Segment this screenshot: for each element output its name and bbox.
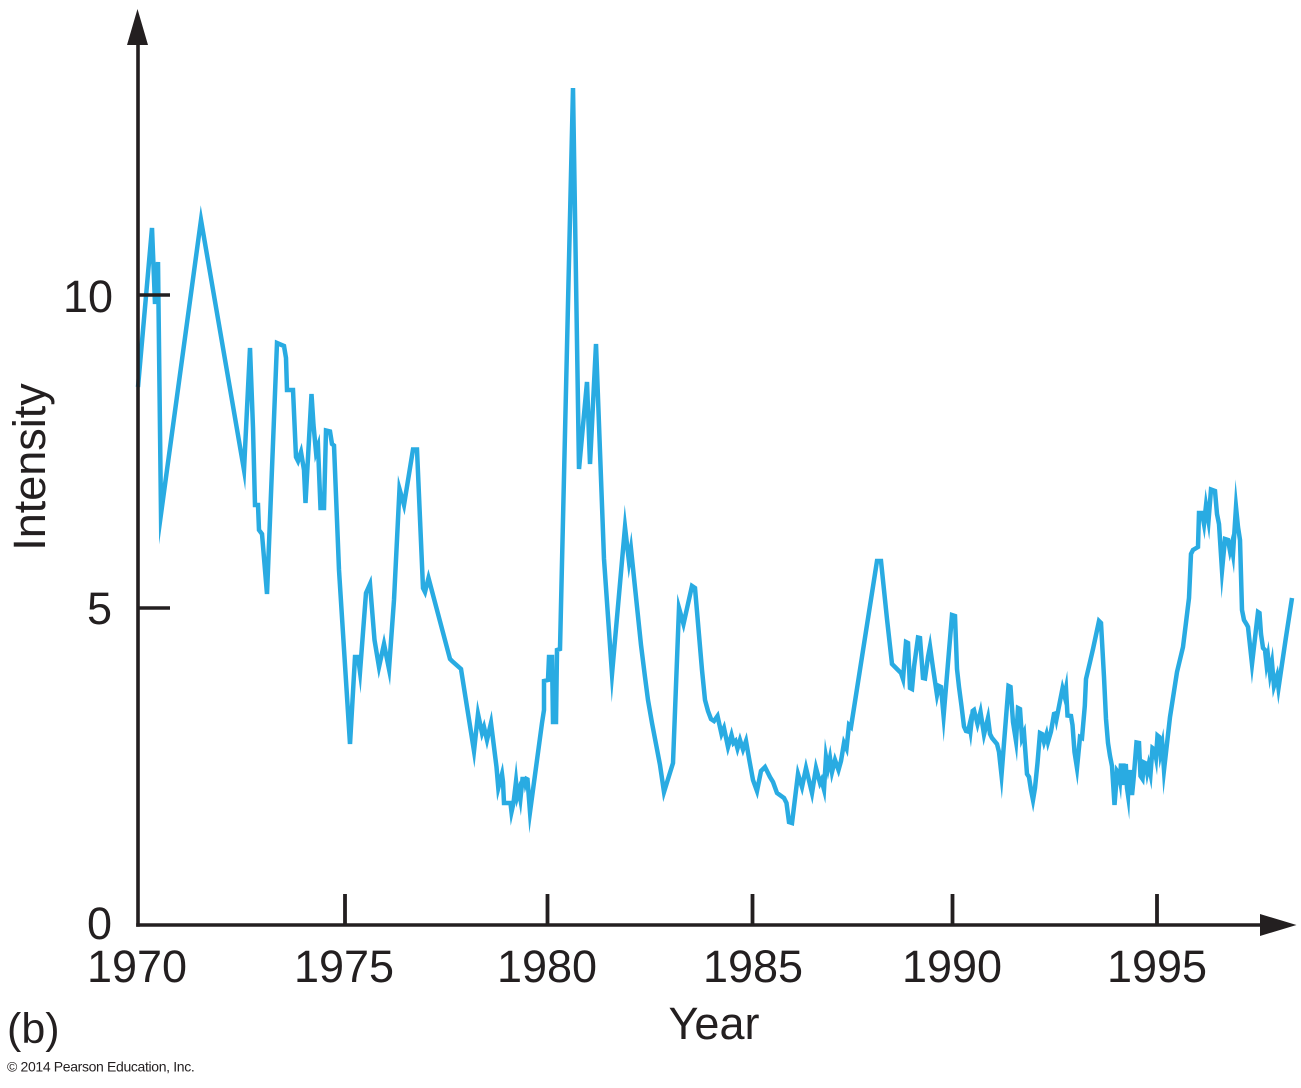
svg-text:5: 5 (87, 583, 112, 634)
svg-text:10: 10 (63, 271, 113, 322)
svg-text:1970: 1970 (87, 941, 187, 992)
svg-text:Year: Year (669, 998, 760, 1049)
svg-text:1975: 1975 (294, 941, 394, 992)
svg-text:1985: 1985 (703, 941, 803, 992)
svg-text:1995: 1995 (1107, 941, 1207, 992)
svg-text:© 2014 Pearson Education, Inc.: © 2014 Pearson Education, Inc. (7, 1059, 194, 1075)
svg-text:Intensity: Intensity (4, 383, 55, 551)
svg-text:1990: 1990 (902, 941, 1002, 992)
svg-text:1980: 1980 (497, 941, 597, 992)
svg-text:(b): (b) (7, 1005, 60, 1053)
svg-text:0: 0 (87, 898, 112, 949)
